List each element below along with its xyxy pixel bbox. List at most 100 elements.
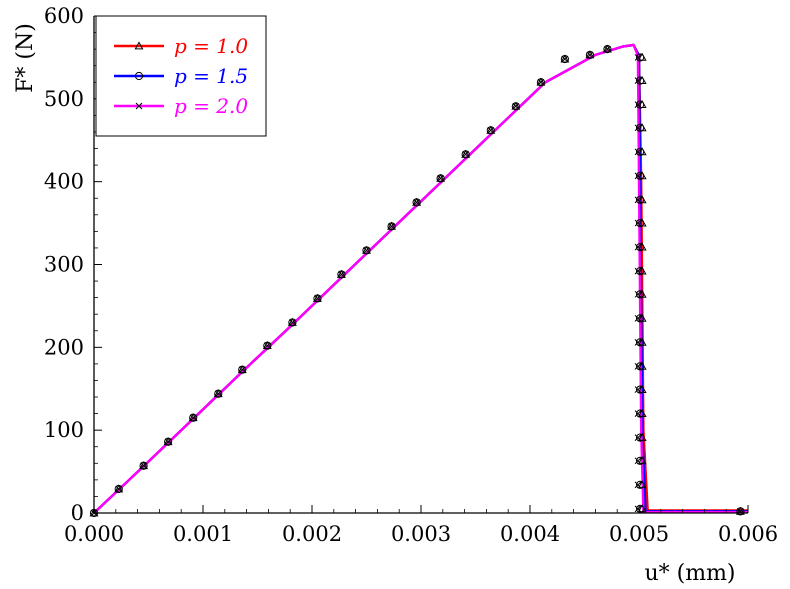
plot-markers — [89, 44, 745, 518]
marker-circle — [585, 50, 595, 60]
marker-circle — [536, 78, 546, 87]
legend-label: p = 1.5 — [174, 64, 248, 88]
marker-circle — [635, 314, 645, 323]
marker-x — [634, 339, 642, 346]
marker-x — [289, 319, 296, 326]
marker-circle — [635, 409, 645, 418]
y-tick-label: 200 — [44, 335, 84, 359]
marker-circle — [164, 437, 173, 446]
legend-label: p = 1.0 — [174, 34, 248, 58]
marker-triangle — [461, 149, 471, 158]
marker-circle — [635, 147, 645, 156]
marker-circle — [362, 246, 371, 255]
marker-triangle — [262, 341, 272, 350]
marker-triangle — [313, 293, 322, 302]
marker-triangle — [163, 437, 173, 446]
marker-circle — [263, 341, 272, 350]
legend: p = 1.0 p = 1.5 p = 2.0 — [95, 15, 267, 137]
marker-triangle — [511, 101, 521, 110]
marker-x — [634, 481, 642, 489]
legend-marker-triangle — [134, 41, 144, 50]
y-axis-label: F* (N) — [13, 23, 38, 93]
marker-x — [512, 102, 520, 110]
marker-x — [238, 366, 246, 374]
marker-x — [537, 78, 545, 86]
marker-triangle — [436, 173, 446, 182]
marker-x — [413, 199, 420, 206]
marker-x — [388, 223, 395, 230]
marker-x — [263, 342, 271, 350]
marker-x — [314, 295, 321, 302]
marker-circle — [635, 171, 645, 180]
marker-x — [604, 45, 611, 53]
x-tick-label: 0.002 — [282, 522, 342, 546]
x-tick-label: 0.005 — [609, 522, 669, 546]
marker-x — [561, 55, 569, 63]
marker-circle — [412, 198, 421, 207]
marker-x — [487, 126, 495, 134]
x-tick-label: 0.001 — [173, 522, 233, 546]
marker-triangle — [486, 125, 496, 134]
marker-x — [634, 314, 642, 322]
marker-triangle — [536, 77, 546, 86]
marker-x — [634, 54, 642, 61]
marker-x — [338, 271, 345, 278]
marker-x — [164, 438, 172, 446]
y-tick-label: 0 — [71, 501, 84, 525]
marker-x — [634, 290, 642, 298]
marker-x — [634, 410, 642, 417]
marker-x — [115, 485, 123, 493]
marker-circle — [635, 433, 645, 442]
marker-x — [634, 434, 642, 441]
marker-circle — [139, 461, 148, 470]
marker-x — [437, 174, 444, 182]
marker-triangle — [560, 54, 570, 63]
marker-circle — [635, 53, 645, 62]
marker-x — [462, 150, 470, 158]
marker-x — [634, 243, 642, 251]
marker-x — [634, 77, 642, 84]
marker-circle — [238, 365, 247, 374]
marker-circle — [603, 45, 612, 54]
marker-circle — [560, 54, 569, 64]
marker-circle — [511, 102, 520, 111]
marker-x — [634, 267, 642, 275]
marker-x — [634, 148, 642, 156]
marker-circle — [635, 123, 645, 132]
marker-circle — [288, 318, 297, 327]
marker-triangle — [336, 269, 346, 278]
marker-circle — [635, 385, 645, 394]
marker-triangle — [387, 221, 397, 230]
marker-triangle — [237, 365, 247, 374]
series-line — [93, 43, 748, 514]
marker-circle — [635, 480, 645, 489]
marker-x — [214, 390, 222, 398]
x-tick-label: 0.004 — [500, 522, 560, 546]
marker-triangle — [188, 413, 198, 422]
y-tick-label: 500 — [44, 87, 84, 111]
marker-x — [140, 462, 147, 470]
marker-circle — [635, 456, 645, 465]
marker-circle — [635, 290, 645, 299]
marker-x — [634, 363, 642, 370]
marker-circle — [436, 174, 445, 183]
marker-circle — [387, 222, 396, 231]
y-tick-label: 600 — [44, 4, 84, 28]
x-tick-label: 0.000 — [64, 522, 124, 546]
marker-x — [634, 196, 642, 204]
marker-x — [586, 51, 594, 59]
marker-circle — [189, 413, 198, 422]
marker-circle — [635, 76, 645, 85]
y-tick-label: 100 — [44, 418, 84, 442]
marker-triangle — [412, 197, 422, 206]
marker-circle — [635, 218, 645, 228]
marker-x — [189, 414, 197, 422]
marker-circle — [736, 507, 745, 516]
marker-circle — [635, 267, 645, 276]
marker-x — [634, 457, 642, 465]
marker-x — [634, 505, 642, 513]
marker-x — [634, 124, 642, 132]
y-tick-label: 300 — [44, 253, 84, 277]
x-axis-label: u* (mm) — [644, 561, 735, 586]
